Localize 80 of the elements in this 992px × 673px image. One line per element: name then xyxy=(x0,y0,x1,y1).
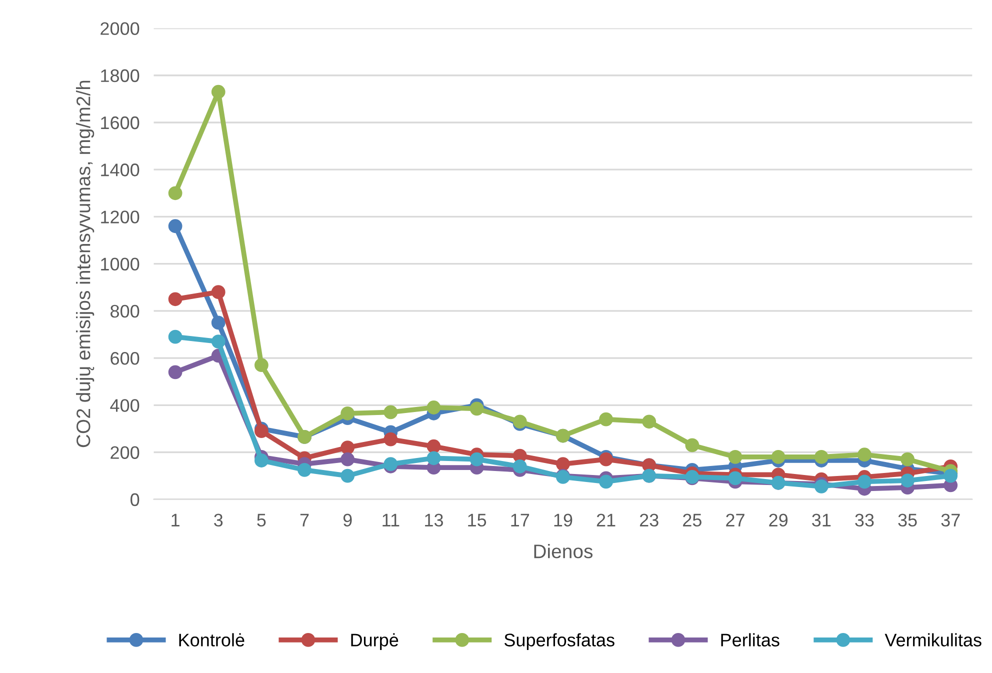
x-tick-label: 19 xyxy=(554,514,572,527)
point xyxy=(599,412,613,426)
point xyxy=(900,452,914,466)
x-tick-label: 1 xyxy=(172,514,180,526)
y-tick-label: 200 xyxy=(110,446,140,459)
point xyxy=(599,452,613,466)
y-tick-label: 1400 xyxy=(101,164,140,176)
legend-label: Durpė xyxy=(351,633,398,650)
point xyxy=(470,452,484,466)
point xyxy=(771,450,786,464)
point xyxy=(168,365,182,380)
point xyxy=(512,414,527,429)
y-tick-label: 800 xyxy=(110,304,140,318)
point xyxy=(642,414,656,429)
point xyxy=(384,432,398,446)
point xyxy=(168,219,182,234)
x-tick-label: 15 xyxy=(468,514,486,527)
point xyxy=(814,479,828,494)
x-tick-label: 21 xyxy=(596,514,616,526)
point xyxy=(211,285,226,300)
legend-label: Superfosfatas xyxy=(504,633,614,650)
y-tick-label: 600 xyxy=(110,352,140,365)
point xyxy=(211,334,226,348)
y-tick-label: 1200 xyxy=(101,210,140,224)
y-axis-title: CO2 dujų emisijos intensyvumas, mg/m2/h xyxy=(76,80,94,448)
x-axis-title: Dienos xyxy=(534,544,593,558)
y-tick-label: 2000 xyxy=(100,22,140,35)
point xyxy=(728,471,742,486)
x-tick-label: 25 xyxy=(683,514,702,527)
x-tick-label: 27 xyxy=(726,514,744,526)
point xyxy=(556,457,570,471)
point xyxy=(168,292,182,306)
point xyxy=(254,454,268,468)
point xyxy=(340,452,355,466)
x-tick-label: 11 xyxy=(382,514,400,526)
x-tick-label: 35 xyxy=(898,514,917,527)
x-tick-label: 23 xyxy=(640,514,658,527)
legend-label: Perlitas xyxy=(721,633,780,646)
y-tick-label: 1800 xyxy=(101,69,140,82)
legend-label: Vermikulitas xyxy=(884,633,982,646)
point xyxy=(470,402,484,416)
x-tick-label: 13 xyxy=(425,514,443,527)
point xyxy=(211,316,226,330)
point xyxy=(168,186,182,200)
point xyxy=(944,468,958,483)
point xyxy=(384,405,398,420)
point xyxy=(298,462,312,477)
legend-label: Kontrolė xyxy=(179,633,244,646)
point xyxy=(254,358,268,372)
x-tick-label: 7 xyxy=(300,514,309,526)
x-tick-label: 17 xyxy=(511,514,530,526)
point xyxy=(728,450,742,464)
point xyxy=(426,400,441,414)
point xyxy=(211,84,226,99)
point xyxy=(858,448,872,462)
y-tick-label: 400 xyxy=(110,399,140,412)
point xyxy=(900,474,914,488)
x-tick-label: 29 xyxy=(769,514,788,527)
point xyxy=(340,406,355,420)
x-tick-label: 31 xyxy=(812,514,831,527)
point xyxy=(858,474,872,489)
point xyxy=(340,468,355,483)
point xyxy=(384,457,398,471)
x-tick-label: 3 xyxy=(214,514,223,527)
point xyxy=(599,474,613,489)
x-tick-label: 33 xyxy=(855,514,874,527)
point xyxy=(340,440,355,454)
x-tick-label: 5 xyxy=(257,514,266,527)
x-tick-label: 37 xyxy=(941,514,960,527)
point xyxy=(426,439,441,454)
point xyxy=(512,459,527,474)
point xyxy=(814,450,828,464)
point xyxy=(254,424,268,438)
y-tick-label: 1600 xyxy=(101,116,140,130)
point xyxy=(426,451,441,466)
y-tick-label: 0 xyxy=(130,493,140,506)
y-tick-label: 1000 xyxy=(101,258,140,271)
point xyxy=(685,438,700,452)
point xyxy=(168,330,182,344)
x-tick-label: 9 xyxy=(343,514,352,527)
